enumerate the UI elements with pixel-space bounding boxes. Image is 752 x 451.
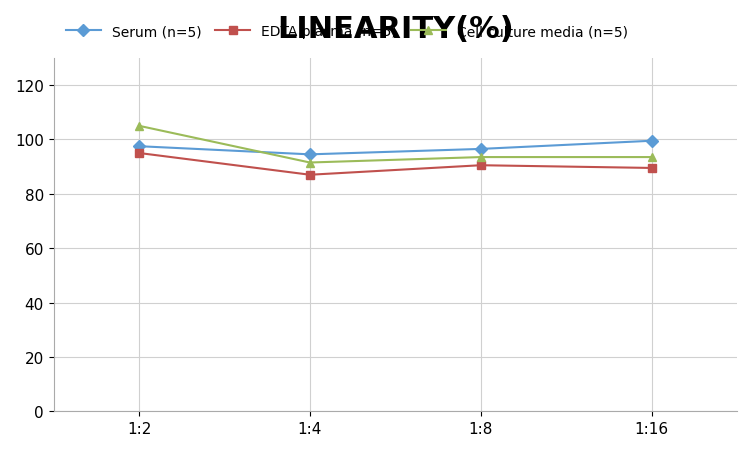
Serum (n=5) bbox=[647, 139, 656, 144]
Cell culture media (n=5) bbox=[305, 161, 314, 166]
Cell culture media (n=5) bbox=[476, 155, 485, 161]
Cell culture media (n=5) bbox=[135, 124, 144, 129]
Title: LINEARITY(%): LINEARITY(%) bbox=[277, 15, 514, 44]
Legend: Serum (n=5), EDTA plasma (n=5), Cell culture media (n=5): Serum (n=5), EDTA plasma (n=5), Cell cul… bbox=[61, 20, 633, 45]
EDTA plasma (n=5) bbox=[476, 163, 485, 169]
Serum (n=5) bbox=[135, 144, 144, 150]
Serum (n=5) bbox=[476, 147, 485, 152]
Cell culture media (n=5) bbox=[647, 155, 656, 161]
EDTA plasma (n=5) bbox=[305, 173, 314, 178]
Serum (n=5) bbox=[305, 152, 314, 158]
EDTA plasma (n=5) bbox=[135, 151, 144, 156]
Line: Cell culture media (n=5): Cell culture media (n=5) bbox=[135, 122, 656, 167]
Line: Serum (n=5): Serum (n=5) bbox=[135, 137, 656, 159]
Line: EDTA plasma (n=5): EDTA plasma (n=5) bbox=[135, 149, 656, 179]
EDTA plasma (n=5) bbox=[647, 166, 656, 171]
